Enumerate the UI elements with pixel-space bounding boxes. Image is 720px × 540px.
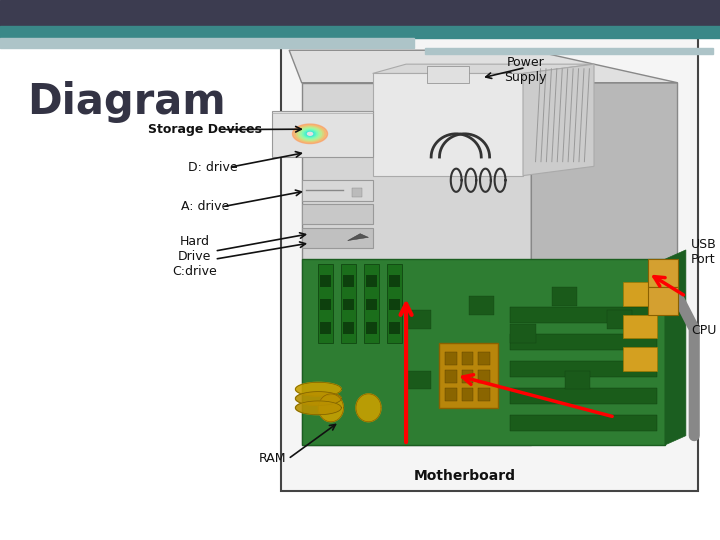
Bar [510, 334, 657, 350]
Bar [427, 66, 469, 83]
Polygon shape [531, 83, 678, 445]
Bar [0, 0, 720, 26]
Polygon shape [318, 394, 343, 422]
Bar [366, 299, 377, 310]
Bar [0, 26, 720, 38]
Bar [387, 264, 402, 343]
Bar [510, 307, 657, 323]
Bar [462, 388, 473, 401]
Polygon shape [300, 129, 320, 139]
Bar [364, 264, 379, 343]
Polygon shape [306, 132, 314, 136]
Polygon shape [289, 50, 678, 83]
Polygon shape [665, 250, 686, 445]
Bar [446, 370, 457, 383]
Bar [462, 352, 473, 365]
Polygon shape [295, 401, 341, 415]
Text: D: drive: D: drive [188, 161, 237, 174]
Bar [341, 264, 356, 343]
Polygon shape [295, 392, 341, 406]
Bar [425, 48, 713, 54]
Bar [469, 357, 494, 375]
Polygon shape [302, 259, 665, 445]
Polygon shape [373, 73, 523, 176]
Bar [552, 287, 577, 306]
Bar [0, 38, 414, 48]
Bar [564, 370, 590, 389]
Polygon shape [272, 111, 373, 157]
Bar [343, 322, 354, 334]
Polygon shape [523, 64, 594, 176]
Bar [281, 27, 698, 491]
Bar [462, 370, 473, 383]
Polygon shape [308, 133, 312, 135]
Bar [390, 299, 400, 310]
Bar [366, 275, 377, 287]
Bar [446, 388, 457, 401]
Polygon shape [292, 124, 328, 144]
Bar [320, 275, 331, 287]
Bar [446, 352, 457, 365]
Bar [510, 388, 657, 404]
Bar [606, 310, 631, 329]
Polygon shape [348, 234, 369, 241]
Polygon shape [294, 125, 325, 143]
Bar [318, 264, 333, 343]
Text: Motherboard: Motherboard [413, 469, 516, 483]
Text: USB
Port: USB Port [691, 238, 717, 266]
Text: Storage Devices: Storage Devices [148, 123, 262, 136]
Bar [510, 324, 536, 343]
Polygon shape [373, 64, 594, 73]
Bar [352, 188, 362, 197]
Bar [648, 287, 678, 315]
Polygon shape [297, 126, 324, 141]
Bar [624, 282, 657, 306]
Bar [478, 388, 490, 401]
Bar [478, 370, 490, 383]
Bar [390, 275, 400, 287]
Bar [320, 322, 331, 334]
Text: Power
Supply: Power Supply [504, 56, 547, 84]
Bar [510, 415, 657, 431]
Bar [406, 370, 431, 389]
Polygon shape [302, 83, 531, 445]
Bar [478, 352, 490, 365]
Text: RAM: RAM [259, 453, 287, 465]
Text: A: drive: A: drive [181, 200, 230, 213]
Polygon shape [302, 228, 373, 247]
Polygon shape [304, 131, 316, 137]
Polygon shape [302, 180, 373, 201]
Bar [343, 299, 354, 310]
Bar [648, 259, 678, 287]
Polygon shape [302, 130, 318, 138]
Bar [624, 315, 657, 338]
Bar [439, 343, 498, 408]
Polygon shape [295, 382, 341, 396]
Polygon shape [298, 127, 322, 140]
Text: Hard
Drive
C:drive: Hard Drive C:drive [172, 235, 217, 278]
Polygon shape [307, 132, 312, 136]
Bar [406, 310, 431, 329]
Text: Diagram: Diagram [27, 81, 226, 123]
Bar [343, 275, 354, 287]
Text: CPU: CPU [691, 324, 716, 337]
Bar [510, 361, 657, 377]
Bar [366, 322, 377, 334]
Bar [624, 347, 657, 370]
Bar [320, 299, 331, 310]
Bar [390, 322, 400, 334]
Polygon shape [356, 394, 381, 422]
Bar [469, 296, 494, 315]
Polygon shape [302, 205, 373, 225]
